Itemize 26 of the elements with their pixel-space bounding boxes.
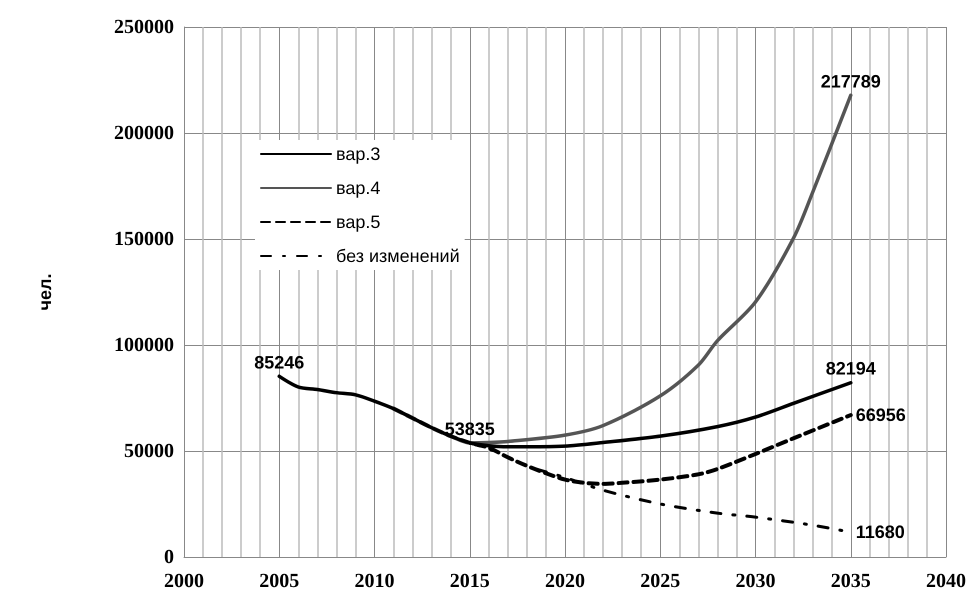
x-tick-label: 2030 <box>736 570 776 592</box>
y-axis-title: чел. <box>35 274 55 310</box>
x-tick-label: 2000 <box>164 570 204 592</box>
y-tick-label: 200000 <box>114 122 174 144</box>
data-label: 11680 <box>856 522 905 542</box>
data-label: 82194 <box>826 358 876 379</box>
data-label: 85246 <box>254 352 304 372</box>
legend-label: вар.4 <box>336 178 380 198</box>
data-label: 66956 <box>856 405 906 426</box>
y-tick-label: 150000 <box>114 228 174 250</box>
x-tick-label: 2005 <box>259 570 300 592</box>
y-tick-label: 100000 <box>114 334 174 356</box>
x-tick-label: 2025 <box>640 570 680 592</box>
data-label: 217789 <box>820 71 881 92</box>
legend-label: без изменений <box>336 246 460 266</box>
x-tick-label: 2040 <box>926 570 966 592</box>
legend-label: вар.5 <box>336 212 380 232</box>
y-tick-label: 250000 <box>114 16 174 38</box>
x-tick-label: 2015 <box>450 570 490 592</box>
data-label: 53835 <box>444 418 495 439</box>
x-tick-label: 2010 <box>354 570 394 592</box>
y-tick-label: 0 <box>164 546 174 568</box>
x-tick-label: 2035 <box>830 570 871 592</box>
x-tick-label: 2020 <box>545 570 585 592</box>
legend-label: вар.3 <box>336 144 380 164</box>
y-tick-label: 50000 <box>124 440 174 462</box>
